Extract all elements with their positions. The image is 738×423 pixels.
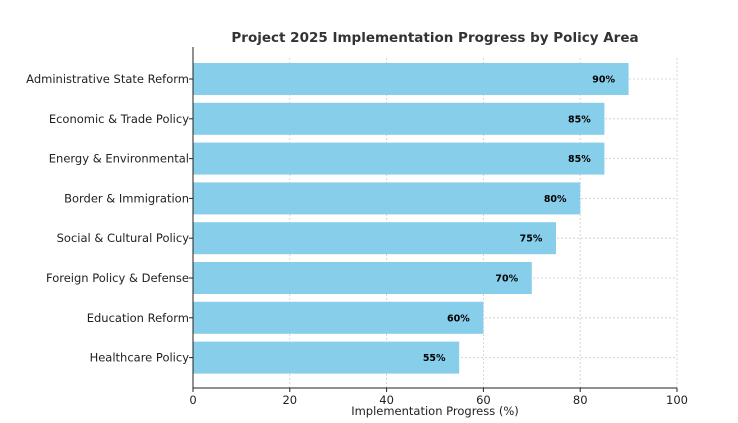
x-tick-label: 20 [282,393,297,407]
x-ticks: 0 20 40 60 80 100 [189,388,688,407]
bar [193,63,629,95]
bars: 90% 85% 85% 80% 75% 70% 60% 55% [193,63,629,374]
bar-value-label: 75% [520,234,543,245]
bar-value-label: 90% [592,75,615,86]
x-axis-label: Implementation Progress (%) [351,404,519,418]
bar [193,222,556,255]
x-tick-label: 60 [476,393,491,407]
bar [193,301,484,334]
category-label: Energy & Environmental [49,152,189,166]
axes [192,47,677,389]
bar-value-label: 80% [544,194,567,205]
bar [193,341,460,374]
x-tick-label: 100 [666,393,688,407]
bar-value-label: 85% [568,114,591,125]
chart-title: Project 2025 Implementation Progress by … [231,30,638,46]
category-label: Social & Cultural Policy [57,231,190,245]
category-label: Economic & Trade Policy [49,112,189,126]
bar-value-label: 85% [568,154,591,165]
bar [193,262,532,294]
x-tick-label: 40 [379,393,394,407]
category-label: Education Reform [87,311,189,325]
category-label: Foreign Policy & Defense [46,271,189,285]
category-label: Border & Immigration [64,191,189,205]
bar-value-label: 55% [423,353,446,364]
y-category-labels: Administrative State Reform Economic & Tr… [26,72,193,365]
bar [193,182,581,215]
x-tick-label: 80 [573,393,588,407]
x-tick-label: 0 [189,393,196,407]
category-label: Healthcare Policy [90,351,190,365]
bar-value-label: 70% [495,274,518,285]
bar [193,142,605,175]
category-label: Administrative State Reform [26,72,189,86]
bar [193,102,605,135]
bar-value-label: 60% [447,313,470,324]
